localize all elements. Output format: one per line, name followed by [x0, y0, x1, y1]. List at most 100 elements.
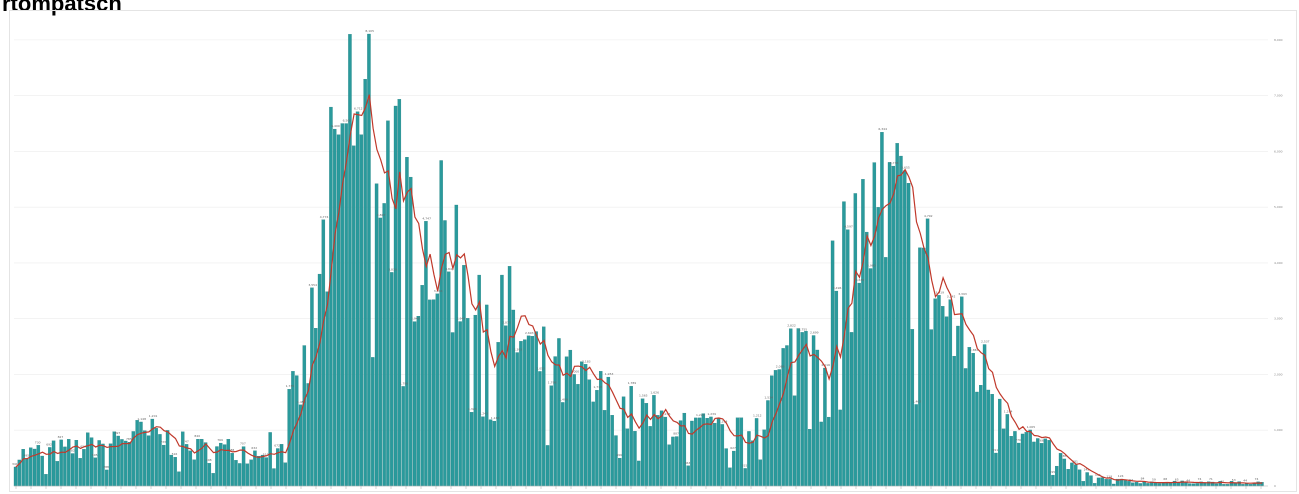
bar-data-label: 44 [1186, 479, 1190, 483]
y-tick-label: 2,000 [1274, 372, 1283, 376]
bar [500, 274, 504, 487]
bar-data-label: 6,500 [343, 119, 352, 123]
bar [1020, 433, 1025, 487]
bar [846, 229, 850, 487]
bar-data-label: 766 [1038, 438, 1044, 442]
bar [116, 435, 120, 487]
bar [439, 160, 443, 487]
bar [663, 416, 668, 487]
bar [868, 268, 873, 487]
bar-data-label: 730 [35, 440, 41, 444]
bar-data-label: 1,462 [913, 399, 922, 403]
bar-data-label: 1,212 [753, 413, 762, 417]
bar [378, 217, 383, 487]
bar [903, 170, 907, 487]
bar [184, 444, 189, 487]
bar [591, 401, 595, 487]
bar [67, 439, 71, 487]
bar [55, 461, 60, 487]
bar [359, 134, 364, 487]
bar [1146, 483, 1150, 487]
bar [990, 394, 994, 487]
bars [13, 33, 1264, 487]
bar [287, 389, 291, 487]
bar-data-label: 2,948 [411, 317, 420, 321]
bar-data-label: 3,830 [388, 267, 397, 271]
bar-data-label: 1,534 [764, 395, 773, 399]
bar-data-label: 4,807 [377, 213, 386, 217]
bar [173, 457, 177, 487]
bar [648, 426, 652, 487]
bar [124, 440, 128, 487]
moving-average-path [15, 94, 1263, 484]
bar [462, 265, 466, 487]
bar [610, 415, 614, 487]
bar [519, 341, 523, 487]
bar [838, 409, 842, 487]
bar-data-label: 288 [103, 465, 109, 469]
bar-data-label: 1,201 [149, 414, 158, 418]
bar-data-label: 2,875 [502, 321, 511, 325]
bar [488, 419, 493, 487]
bar [523, 339, 527, 487]
bar-data-label: 74 [1198, 477, 1202, 481]
bar-data-label: 195 [1049, 470, 1055, 474]
bar [1066, 469, 1070, 487]
bar-data-label: 2,089 [776, 364, 785, 368]
bar-data-label: 5,736 [890, 161, 899, 165]
bar [880, 132, 884, 487]
bar [595, 390, 599, 487]
bar [412, 321, 417, 487]
bar [1184, 482, 1188, 487]
bar [1100, 477, 1105, 487]
bar [272, 468, 276, 487]
bar [637, 460, 641, 487]
bar [200, 438, 204, 487]
bar [435, 293, 440, 487]
bar [1188, 483, 1192, 487]
bar-data-label: 770 [1015, 438, 1021, 442]
bar [982, 344, 987, 487]
bar [1017, 442, 1021, 487]
bar [1024, 432, 1029, 487]
bar [549, 385, 554, 487]
bar-data-label: 2,949 [457, 317, 466, 321]
bar [86, 432, 90, 487]
bar [944, 316, 949, 487]
bar-data-label: 1,222 [696, 413, 705, 417]
bar-data-label: 1,718 [593, 385, 602, 389]
bar [986, 389, 991, 487]
bar-data-label: 65 [1175, 477, 1179, 481]
bar [59, 439, 63, 487]
bar [139, 421, 143, 487]
bar [348, 34, 352, 487]
bar [929, 329, 934, 487]
bar-data-label: 707 [240, 442, 246, 446]
bar [705, 418, 709, 487]
bar-data-label: 119 [1106, 474, 1112, 478]
bar [910, 329, 915, 487]
bar [827, 416, 831, 487]
bar [572, 374, 576, 487]
bar [108, 443, 113, 487]
bar [918, 247, 922, 487]
bar [716, 418, 721, 487]
bar [1051, 474, 1055, 487]
bar-data-label: 1,148 [137, 417, 146, 421]
bar-data-label: 499 [616, 453, 622, 457]
bar-data-label: 2,183 [582, 359, 591, 363]
bar-data-label: 747 [183, 439, 189, 443]
bar [872, 162, 877, 487]
bar [1104, 479, 1108, 487]
bar-data-label: 1,798 [548, 381, 557, 385]
bar-data-label: 4,747 [422, 216, 431, 220]
bar [51, 440, 56, 487]
bar [580, 361, 584, 487]
bar [241, 446, 246, 487]
bar [975, 391, 979, 487]
bar [834, 290, 839, 487]
bar [515, 352, 519, 487]
bar [431, 299, 436, 487]
bar [686, 465, 690, 487]
